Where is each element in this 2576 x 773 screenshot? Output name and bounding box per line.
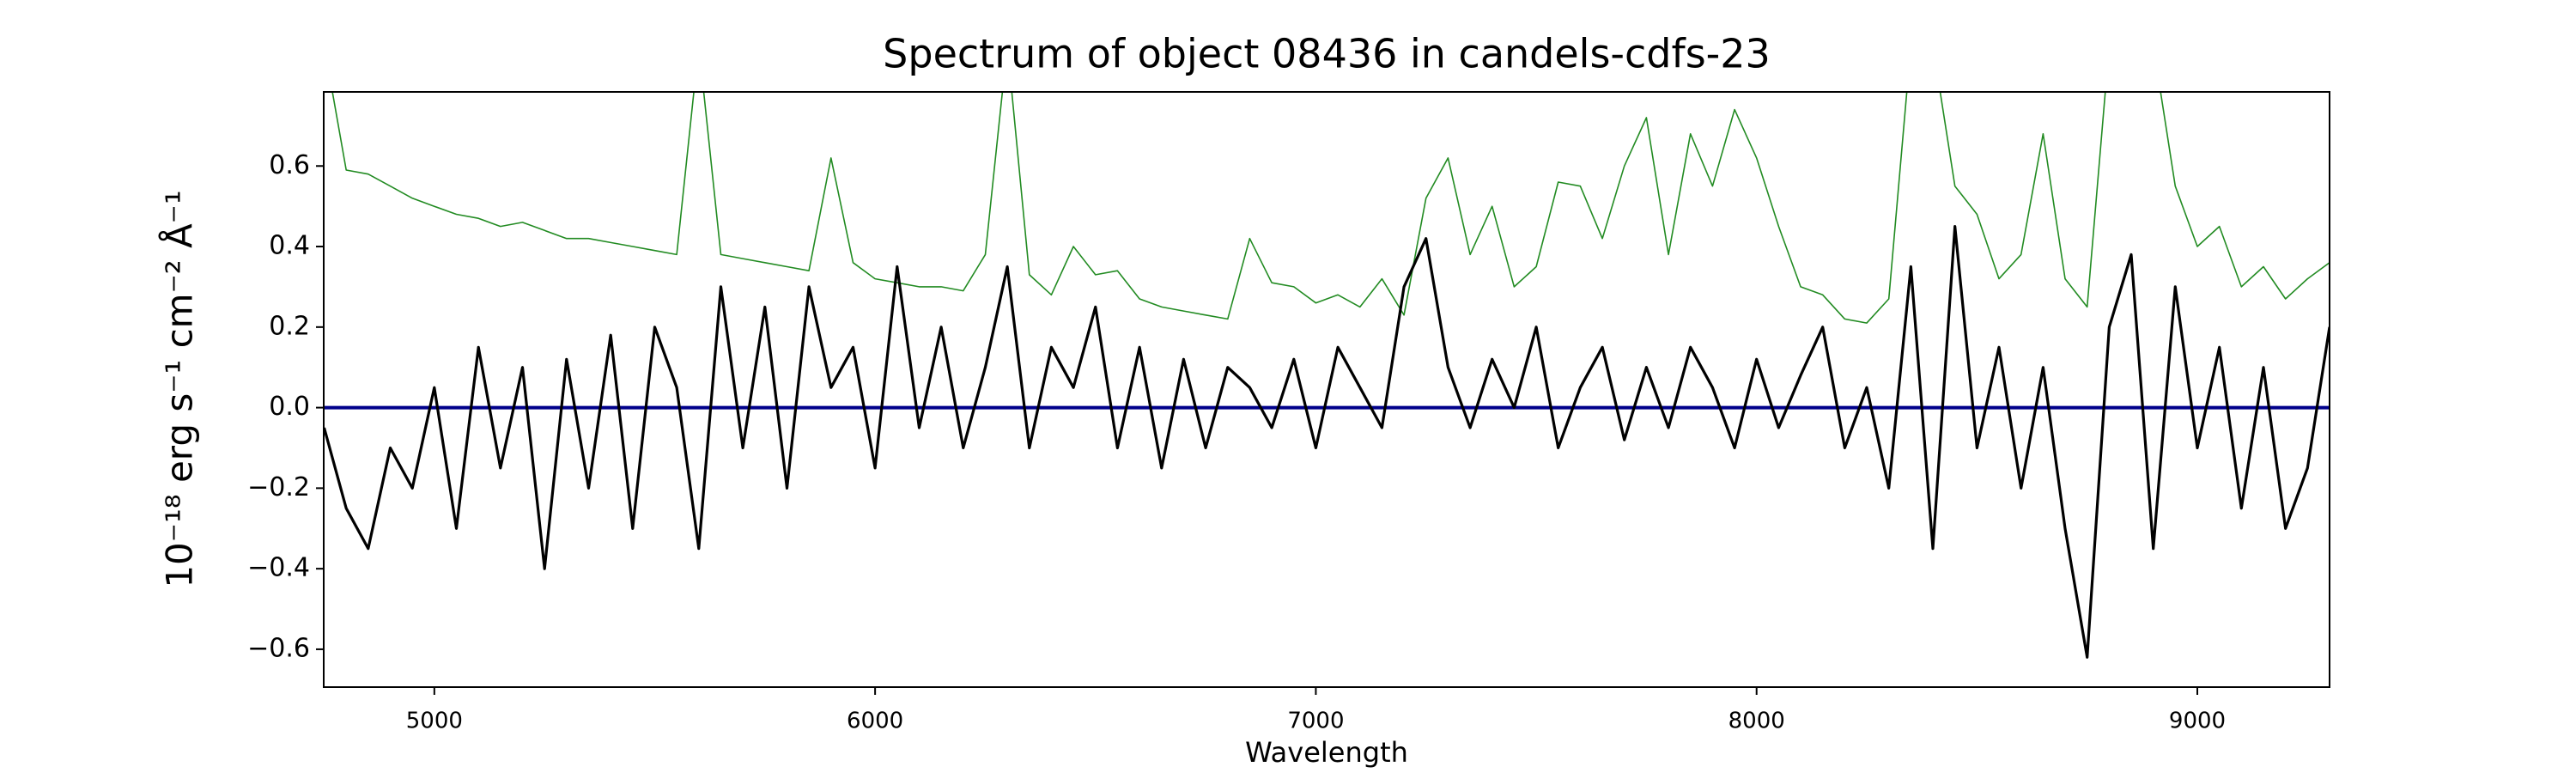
x-tick-label: 6000 xyxy=(847,709,903,734)
plot-lines xyxy=(324,92,2330,659)
chart-title: Spectrum of object 08436 in candels-cdfs… xyxy=(883,31,1771,77)
plot-frame xyxy=(323,91,2330,688)
y-tick-label: 0.6 xyxy=(269,150,310,180)
x-tick-label: 5000 xyxy=(406,709,463,734)
y-tick-label: −0.4 xyxy=(247,553,310,583)
y-tick-label: −0.6 xyxy=(247,633,310,663)
spectrum-line xyxy=(324,225,2330,659)
spectrum-line xyxy=(331,92,2330,324)
y-tick-label: −0.2 xyxy=(247,472,310,502)
y-tick-label: 0.0 xyxy=(269,392,310,422)
x-axis-label: Wavelength xyxy=(1245,736,1408,769)
x-tick-label: 7000 xyxy=(1287,709,1344,734)
y-axis-label: 10⁻¹⁸ erg s⁻¹ cm⁻² Å⁻¹ xyxy=(158,190,201,587)
y-tick-label: 0.2 xyxy=(269,311,310,341)
y-tick-label: 0.4 xyxy=(269,231,310,261)
x-tick-label: 9000 xyxy=(2169,709,2226,734)
x-tick-label: 8000 xyxy=(1728,709,1785,734)
